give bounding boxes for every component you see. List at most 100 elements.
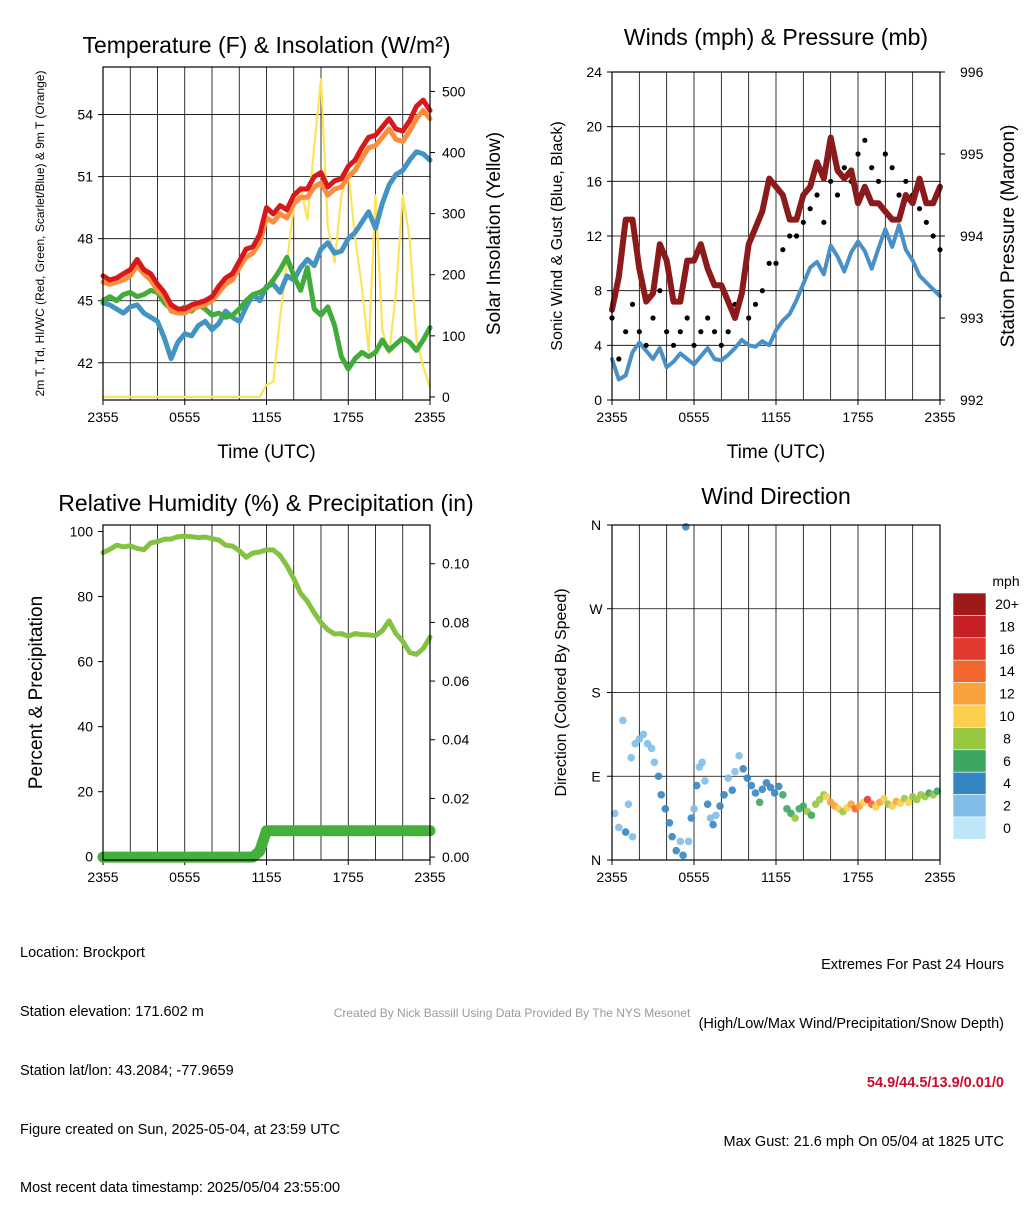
colorbar-swatch bbox=[952, 816, 987, 840]
direction-point bbox=[698, 758, 706, 767]
y-tick-label: 100 bbox=[70, 524, 94, 540]
direction-point bbox=[720, 791, 728, 799]
direction-point bbox=[692, 781, 701, 790]
direction-point bbox=[684, 837, 693, 846]
x-tick-label: 2355 bbox=[596, 869, 627, 885]
gust-point bbox=[814, 192, 820, 198]
direction-point bbox=[682, 523, 690, 531]
y-tick-label: N bbox=[591, 852, 601, 868]
direction-point bbox=[627, 753, 635, 762]
gust-point bbox=[746, 315, 752, 321]
colorbar-swatch bbox=[952, 704, 987, 728]
plot-frame bbox=[611, 524, 941, 861]
gust-point bbox=[930, 233, 936, 239]
gust-point bbox=[698, 329, 704, 335]
direction-point bbox=[933, 787, 942, 795]
plot-frame bbox=[102, 524, 431, 861]
gust-point bbox=[718, 342, 724, 348]
y-tick-label: 24 bbox=[586, 64, 602, 80]
y2-tick-label: 300 bbox=[442, 206, 466, 222]
colorbar-title: mph bbox=[992, 573, 1019, 589]
y2-tick-label: 500 bbox=[442, 83, 466, 99]
colorbar-label: 14 bbox=[999, 663, 1015, 679]
y-tick-label: 20 bbox=[77, 784, 93, 800]
gust-point bbox=[923, 219, 929, 225]
gust-point bbox=[623, 329, 629, 335]
y-tick-label: 4 bbox=[594, 337, 602, 353]
direction-point bbox=[668, 832, 676, 841]
y2-tick-label: 995 bbox=[960, 146, 984, 162]
y-tick-label: 45 bbox=[77, 293, 93, 309]
insolation-line bbox=[101, 78, 432, 398]
extremes-title: Extremes For Past 24 Hours bbox=[821, 957, 1004, 974]
gust-point bbox=[705, 315, 711, 321]
y2-tick-label: 400 bbox=[442, 145, 466, 161]
direction-point bbox=[624, 800, 633, 808]
gust-point bbox=[636, 329, 642, 335]
temperature-chart: 42 45 48 51 54 0 100 200 300 400 500 2355 0555 1155 17… bbox=[33, 32, 505, 463]
direction-point bbox=[904, 798, 913, 807]
x-tick-label: 0555 bbox=[678, 409, 709, 425]
x-tick-label: 1755 bbox=[333, 409, 364, 425]
x-axis-label: Time (UTC) bbox=[727, 442, 826, 463]
speed-colorbar: mph 20+ 18 16 14 12 10 8 6 4 2 0 bbox=[952, 573, 1020, 840]
gust-point bbox=[691, 342, 697, 348]
x-tick-label: 1755 bbox=[842, 409, 873, 425]
colorbar-swatch bbox=[952, 659, 987, 683]
direction-point bbox=[690, 805, 698, 813]
credit-text: Created By Nick Bassill Using Data Provi… bbox=[333, 1006, 691, 1020]
chart-title: Winds (mph) & Pressure (mb) bbox=[624, 24, 928, 50]
gust-point bbox=[869, 165, 875, 171]
x-tick-label: 2355 bbox=[414, 869, 445, 885]
x-axis-label: Time (UTC) bbox=[217, 442, 316, 463]
sonic-wind-line bbox=[610, 223, 942, 382]
colorbar-swatch bbox=[952, 749, 987, 773]
colorbar-swatch bbox=[952, 794, 987, 818]
direction-point bbox=[610, 809, 619, 818]
gust-point bbox=[800, 219, 806, 225]
location-text: Location: Brockport bbox=[20, 945, 145, 962]
x-tick-label: 0555 bbox=[169, 869, 200, 885]
direction-point bbox=[701, 777, 709, 785]
direction-point bbox=[880, 794, 888, 803]
gust-point bbox=[916, 206, 923, 212]
y2-tick-label: 996 bbox=[960, 64, 984, 80]
extremes-info: Extremes For Past 24 Hours (High/Low/Max… bbox=[699, 917, 1004, 1172]
y2-tick-label: 0.06 bbox=[442, 673, 469, 689]
direction-point bbox=[712, 811, 720, 820]
x-tick-label: 1155 bbox=[761, 409, 791, 425]
gust-point bbox=[828, 178, 834, 184]
colorbar-swatch bbox=[952, 615, 987, 639]
gust-point bbox=[759, 288, 765, 294]
y2-tick-label: 0.02 bbox=[442, 790, 469, 806]
gust-point bbox=[903, 178, 909, 184]
gust-point bbox=[670, 342, 677, 348]
direction-point bbox=[687, 814, 696, 822]
colorbar-label: 4 bbox=[1003, 775, 1011, 791]
colorbar-swatch bbox=[952, 771, 987, 795]
y-tick-label: 16 bbox=[586, 173, 602, 189]
chart-title: Relative Humidity (%) & Precipitation (i… bbox=[58, 490, 473, 516]
direction-point bbox=[709, 820, 717, 829]
direction-point bbox=[619, 716, 627, 725]
colorbar-swatch bbox=[952, 682, 987, 706]
humidity-chart: 0 20 40 60 80 100 0.00 0.02 0.04 0.06 0.08 0.10 2355… bbox=[26, 490, 474, 885]
direction-point bbox=[647, 744, 656, 753]
direction-point bbox=[628, 832, 637, 841]
direction-point bbox=[728, 786, 737, 795]
winds-chart: 0 4 8 12 16 20 24 992 993 994 995 996 2355 0555 1155 17… bbox=[549, 24, 1019, 463]
gust-point bbox=[889, 165, 895, 171]
direction-point bbox=[791, 814, 799, 822]
direction-point bbox=[755, 798, 764, 807]
direction-point bbox=[774, 782, 783, 791]
colorbar-label: 0 bbox=[1003, 820, 1011, 836]
direction-point bbox=[665, 818, 674, 827]
colorbar-swatch bbox=[952, 727, 987, 751]
direction-point bbox=[743, 774, 752, 782]
x-tick-label: 2355 bbox=[924, 869, 955, 885]
direction-point bbox=[799, 802, 808, 810]
max-gust-text: Max Gust: 21.6 mph On 05/04 at 1825 UTC bbox=[723, 1133, 1004, 1150]
plot-frame bbox=[102, 66, 431, 401]
y2-axis-label: Solar Insolation (Yellow) bbox=[484, 132, 505, 335]
